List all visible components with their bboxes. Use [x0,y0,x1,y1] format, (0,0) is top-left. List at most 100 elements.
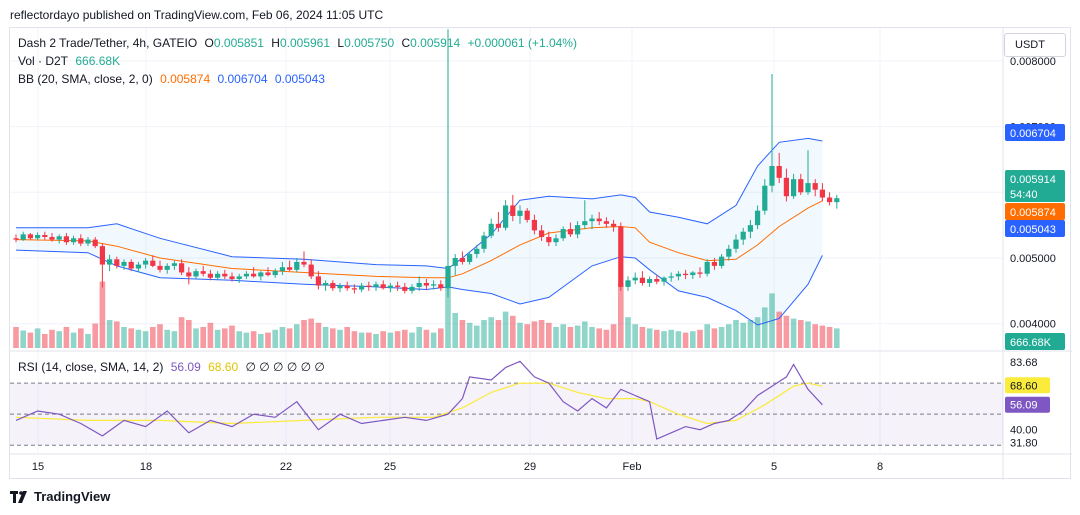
candle-body [827,197,833,203]
candle-body [647,279,653,283]
symbol-label[interactable]: Dash 2 Trade/Tether, 4h, GATEIO [18,36,198,50]
time-tick-label: 25 [384,461,396,473]
volume-bar [430,332,437,348]
candle-body [531,219,537,231]
candle-body [157,265,163,270]
candle-body [495,223,501,228]
volume-bar [157,324,163,348]
volume-bar [819,325,826,348]
candle-body [344,285,350,289]
volume-bar [193,328,199,348]
footer-brand-label: TradingView [34,489,111,504]
candle-body [301,261,307,265]
candle-body [582,221,588,226]
volume-bar [754,317,761,348]
candle-body [733,239,739,249]
rsi-label[interactable]: RSI (14, close, SMA, 14, 2) [18,360,164,374]
volume-bar [409,332,415,348]
candle-body [287,267,293,270]
price-tag-label: 54:40 [1010,189,1038,201]
candle-body [510,205,516,216]
volume-label[interactable]: Vol · D2T [18,54,69,68]
candle-body [668,276,674,278]
volume-bar [481,320,487,348]
time-tick-label: 15 [32,461,44,473]
volume-bar [625,317,631,348]
volume-bar [452,313,458,348]
footer-brand[interactable]: TradingView [10,489,110,504]
chart-frame[interactable]: 0.0080000.0070000.0060000.0050000.004000… [9,27,1072,480]
volume-bar [70,332,77,348]
candle-body [229,276,235,280]
volume-bar [646,328,653,348]
candle-body [92,239,98,247]
candle-body [539,230,545,237]
time-tick-label: 8 [877,461,883,473]
volume-bar [639,327,646,348]
candle-body [128,261,134,269]
candle-body [596,218,602,222]
volume-bar [387,332,394,348]
candle-body [215,273,221,278]
bb-row: BB (20, SMA, close, 2, 0) 0.005874 0.006… [18,70,581,88]
tradingview-logo-icon [10,490,27,503]
candle-body [697,272,703,274]
volume-bar [546,322,552,348]
candle-body [164,265,170,270]
volume-bar [488,317,494,348]
volume-bar [250,331,257,348]
rsi-tag-box [1005,377,1050,394]
candles [13,29,840,298]
candle-body [409,286,415,291]
time-tick-label: 29 [524,461,536,473]
candle-body [308,264,314,277]
candle-body [359,285,365,290]
time-tick-label: 5 [771,461,777,473]
chart-svg[interactable]: 0.0080000.0070000.0060000.0050000.004000… [10,28,1072,480]
candle-body [143,260,149,265]
candle-body [258,272,264,277]
ohlc-row: Dash 2 Trade/Tether, 4h, GATEIO O0.00585… [18,34,581,52]
volume-bar [366,332,372,348]
volume-tag-box [1005,333,1065,350]
price-tick-label: 0.005000 [1010,253,1056,265]
candle-body [575,225,581,235]
volume-bar [49,329,55,348]
open-value: 0.005851 [213,36,264,50]
volume-bar [351,331,358,348]
bb-upper-line [16,137,823,270]
rsi-tick-label: 83.68 [1010,357,1038,369]
volume-bar [776,311,782,348]
change-value: +0.000061 (+1.04%) [467,36,577,50]
volume-bar [502,311,509,348]
candle-body [560,229,566,239]
time-tick-label: Feb [623,461,642,473]
volume-bar [222,328,228,348]
candle-body [755,210,761,226]
price-tag-box [1005,170,1065,187]
volume-bar [330,328,336,348]
volume-bar [495,320,502,348]
candle-body [445,265,451,289]
volume-bar [582,321,588,348]
price-tag-box [1005,124,1065,141]
candle-body [452,258,458,266]
bb-basis-value: 0.005874 [160,72,211,86]
candle-body [35,235,41,239]
volume-bar [322,327,329,348]
bb-label[interactable]: BB (20, SMA, close, 2, 0) [18,72,153,86]
volume-bar [27,332,34,348]
rsi-value: 56.09 [170,360,201,374]
high-label: H [271,36,280,50]
candle-body [351,288,357,290]
time-tick-label: 22 [280,461,292,473]
volume-bar [128,328,134,348]
rsi-extra-values: ∅ ∅ ∅ ∅ ∅ ∅ [245,360,325,374]
volume-bar [618,283,624,348]
currency-button[interactable]: USDT [1004,33,1066,57]
volume-bar [279,327,286,348]
volume-bar [661,331,667,348]
volume-bar [675,331,682,348]
rsi-tag-label: 56.09 [1010,400,1038,412]
candle-body [488,223,494,236]
